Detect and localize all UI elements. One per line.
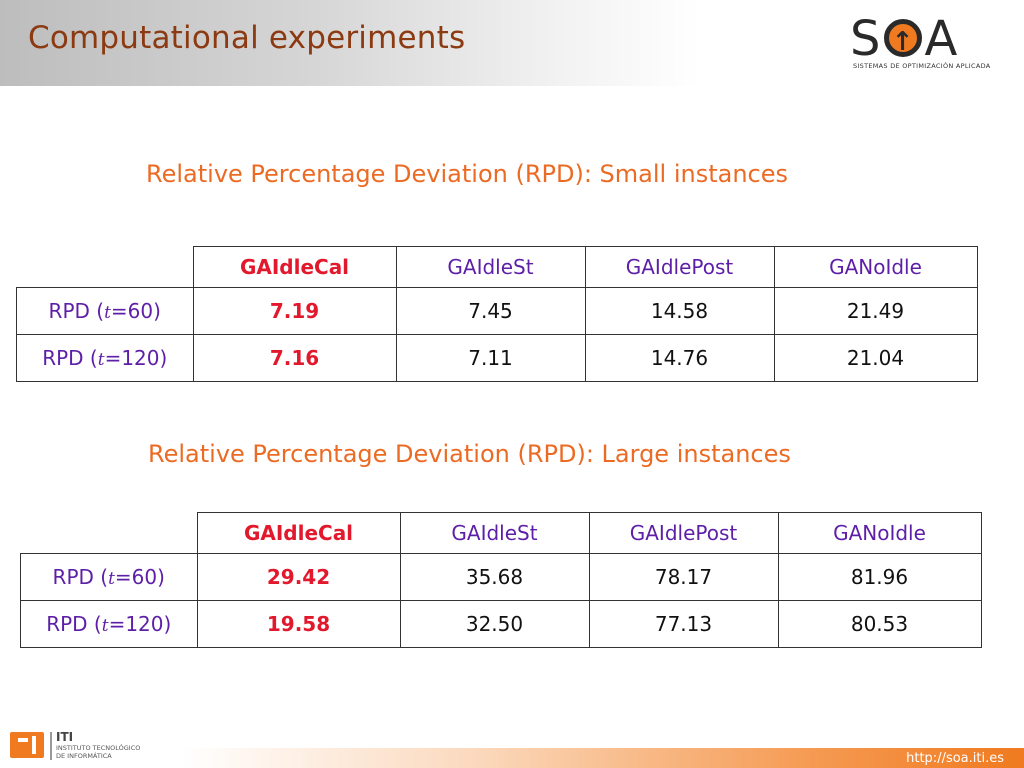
- row-label: RPD (t=60): [16, 287, 194, 335]
- table-cell: 14.76: [584, 334, 775, 382]
- iti-logo: ITI INSTITUTO TECNOLÓGICO DE INFORMÁTICA: [10, 728, 150, 764]
- table-cell: 32.50: [399, 600, 590, 648]
- arrow-up-icon: [884, 17, 923, 67]
- table-cell: 7.45: [395, 287, 586, 335]
- table-cell: 21.04: [773, 334, 978, 382]
- table-row: RPD (t=60) 29.42 35.68 78.17 81.96: [20, 553, 982, 601]
- title-bar: [0, 0, 700, 86]
- table-cell: 14.58: [584, 287, 775, 335]
- table-header-row: GAIdleCal GAIdleSt GAIdlePost GANoIdle: [20, 512, 982, 554]
- column-header: GAIdlePost: [588, 512, 779, 554]
- footer-url[interactable]: http://soa.iti.es: [906, 751, 1004, 766]
- table-cell: 29.42: [196, 553, 401, 601]
- rpd-table-large: GAIdleCal GAIdleSt GAIdlePost GANoIdle R…: [20, 512, 982, 648]
- table-cell: 80.53: [777, 600, 982, 648]
- iti-logo-icon: [10, 732, 44, 758]
- column-header: GAIdleCal: [192, 246, 397, 288]
- column-header: GAIdlePost: [584, 246, 775, 288]
- column-header: GAIdleSt: [399, 512, 590, 554]
- table-cell: 7.19: [192, 287, 397, 335]
- soa-wordmark: SA: [850, 14, 959, 67]
- table-corner: [20, 512, 198, 554]
- row-label: RPD (t=120): [16, 334, 194, 382]
- table-cell: 19.58: [196, 600, 401, 648]
- table-cell: 21.49: [773, 287, 978, 335]
- table-row: RPD (t=120) 7.16 7.11 14.76 21.04: [16, 334, 978, 382]
- iti-name: ITI: [56, 730, 74, 744]
- row-label: RPD (t=60): [20, 553, 198, 601]
- table-row: RPD (t=120) 19.58 32.50 77.13 80.53: [20, 600, 982, 648]
- table-cell: 81.96: [777, 553, 982, 601]
- row-label: RPD (t=120): [20, 600, 198, 648]
- column-header: GANoIdle: [773, 246, 978, 288]
- column-header: GAIdleCal: [196, 512, 401, 554]
- table-header-row: GAIdleCal GAIdleSt GAIdlePost GANoIdle: [16, 246, 978, 288]
- table-cell: 35.68: [399, 553, 590, 601]
- soa-logo: SA SISTEMAS DE OPTIMIZACIÓN APLICADA: [850, 14, 1010, 72]
- column-header: GAIdleSt: [395, 246, 586, 288]
- table-cell: 77.13: [588, 600, 779, 648]
- iti-divider: [50, 732, 52, 760]
- section-title-large: Relative Percentage Deviation (RPD): Lar…: [148, 440, 791, 468]
- table-row: RPD (t=60) 7.19 7.45 14.58 21.49: [16, 287, 978, 335]
- table-corner: [16, 246, 194, 288]
- soa-subtitle: SISTEMAS DE OPTIMIZACIÓN APLICADA: [853, 62, 991, 70]
- table-cell: 7.16: [192, 334, 397, 382]
- column-header: GANoIdle: [777, 512, 982, 554]
- table-cell: 7.11: [395, 334, 586, 382]
- iti-subtitle: INSTITUTO TECNOLÓGICO DE INFORMÁTICA: [56, 744, 141, 760]
- page-title: Computational experiments: [28, 20, 466, 56]
- footer-bar: [180, 748, 1024, 768]
- rpd-table-small: GAIdleCal GAIdleSt GAIdlePost GANoIdle R…: [16, 246, 978, 382]
- table-cell: 78.17: [588, 553, 779, 601]
- section-title-small: Relative Percentage Deviation (RPD): Sma…: [146, 160, 789, 188]
